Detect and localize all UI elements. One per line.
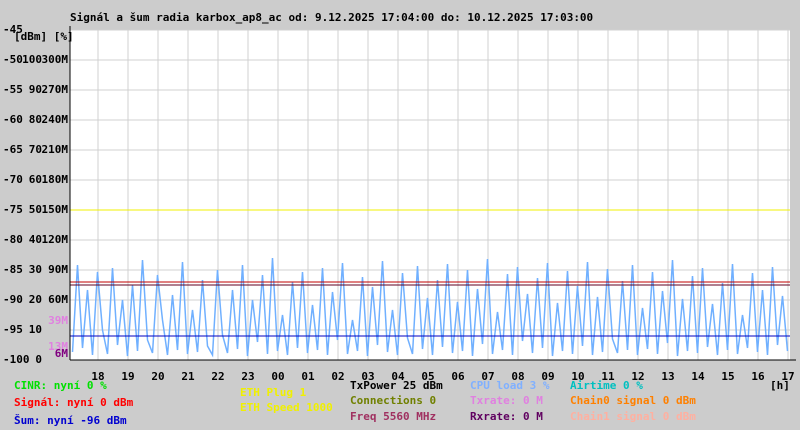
legend-entry: Rxrate: 0 M: [470, 410, 543, 423]
y-tick-label: -55: [3, 83, 23, 96]
y2-tick-label: 70: [29, 143, 42, 156]
y3-tick-label: 210M: [42, 143, 69, 156]
x-tick-label: 07: [481, 370, 494, 383]
x-tick-label: 19: [121, 370, 134, 383]
y3-marker-label: 13M: [48, 340, 68, 353]
x-tick-label: 21: [181, 370, 195, 383]
y-tick-label: -65: [3, 143, 23, 156]
y-tick-label: -50: [3, 53, 23, 66]
x-tick-label: 16: [751, 370, 765, 383]
y3-tick-label: 60M: [48, 293, 68, 306]
y2-tick-label: 10: [29, 323, 42, 336]
x-tick-label: 22: [211, 370, 224, 383]
x-tick-label: 01: [301, 370, 315, 383]
x-tick-label: 10: [571, 370, 584, 383]
x-tick-label: 06: [451, 370, 465, 383]
y2-tick-label: 60: [29, 173, 42, 186]
x-tick-label: 20: [151, 370, 164, 383]
x-tick-label: 11: [601, 370, 615, 383]
y-tick-label: -60: [3, 113, 23, 126]
y2-tick-label: 0: [35, 353, 42, 366]
y3-marker-label: 6M: [55, 347, 69, 360]
y3-tick-label: 270M: [42, 83, 69, 96]
x-tick-label: 08: [511, 370, 524, 383]
legend-entry: TxPower 25 dBm: [350, 379, 443, 392]
x-tick-label: 18: [91, 370, 104, 383]
legend-entry: Freq 5560 MHz: [350, 410, 436, 423]
y2-tick-label: 40: [29, 233, 42, 246]
unit-label: [dBm] [%]: [14, 30, 74, 43]
x-tick-label: 13: [661, 370, 674, 383]
y2-tick-label: 90: [29, 83, 42, 96]
x-tick-label: 09: [541, 370, 554, 383]
x-tick-label: 00: [271, 370, 284, 383]
y-tick-label: -45: [3, 23, 23, 36]
x-tick-label: 15: [721, 370, 734, 383]
y-tick-label: -100: [3, 353, 30, 366]
legend-entry: Signál: nyní 0 dBm: [14, 396, 134, 409]
chart-title: Signál a šum radia karbox_ap8_ac od: 9.1…: [70, 11, 593, 24]
y3-marker-label: 39M: [48, 314, 68, 327]
y3-tick-label: 240M: [42, 113, 69, 126]
y2-tick-label: 100: [22, 53, 42, 66]
y2-tick-label: 50: [29, 203, 42, 216]
y-tick-label: -95: [3, 323, 23, 336]
x-unit-label: [h]: [770, 379, 790, 392]
legend-entry: Connections 0: [350, 394, 436, 407]
y3-tick-label: 90M: [48, 263, 68, 276]
x-tick-label: 05: [421, 370, 434, 383]
traffic-line: [71, 257, 789, 358]
x-tick-label: 02: [331, 370, 344, 383]
y3-tick-label: 120M: [42, 233, 69, 246]
y2-tick-label: 20: [29, 293, 42, 306]
x-tick-label: 23: [241, 370, 254, 383]
legend-entry: Airtime 0 %: [570, 379, 643, 392]
x-tick-label: 12: [631, 370, 644, 383]
y-tick-label: -70: [3, 173, 23, 186]
y3-tick-label: 150M: [42, 203, 69, 216]
legend-entry: ETH Speed 1000: [240, 401, 333, 414]
legend-entry: Txrate: 0 M: [470, 394, 543, 407]
legend-entry: Šum: nyní -96 dBm: [14, 414, 127, 427]
x-tick-label: 14: [691, 370, 705, 383]
x-tick-label: 04: [391, 370, 405, 383]
y2-tick-label: 80: [29, 113, 42, 126]
legend-entry: Chain1 signal 0 dBm: [570, 410, 696, 423]
y2-tick-label: 30: [29, 263, 42, 276]
legend-entry: Chain0 signal 0 dBm: [570, 394, 696, 407]
y3-tick-label: 300M: [42, 53, 69, 66]
y-tick-label: -75: [3, 203, 23, 216]
x-tick-label: 03: [361, 370, 374, 383]
y3-tick-label: 180M: [42, 173, 69, 186]
y-tick-label: -85: [3, 263, 23, 276]
x-tick-label: 17: [781, 370, 794, 383]
legend-entry: ETH Plug 1: [240, 386, 307, 399]
legend-entry: CINR: nyní 0 %: [14, 379, 107, 392]
y-tick-label: -80: [3, 233, 23, 246]
legend-entry: CPU load 3 %: [470, 379, 550, 392]
y-tick-label: -90: [3, 293, 23, 306]
